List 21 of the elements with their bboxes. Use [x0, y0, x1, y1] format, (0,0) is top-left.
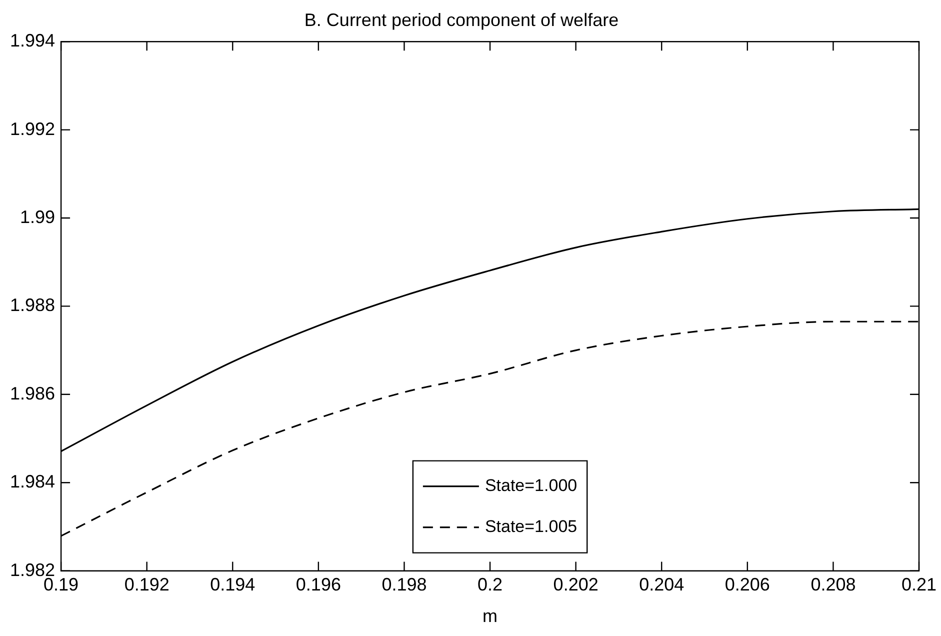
y-tick-label: 1.99	[20, 206, 56, 227]
legend-label: State=1.000	[484, 476, 578, 495]
x-axis-title: m	[482, 606, 498, 626]
y-tick-label: 1.994	[10, 30, 56, 51]
y-tick-label: 1.986	[10, 383, 56, 404]
x-tick-label: 0.208	[810, 574, 856, 595]
x-tick-label: 0.196	[296, 574, 341, 595]
legend-label: State=1.005	[484, 516, 578, 536]
x-tick-label: 0.206	[724, 574, 770, 595]
x-tick-label: 0.21	[901, 574, 937, 595]
x-tick-label: 0.202	[553, 574, 598, 595]
x-tick-label: 0.192	[124, 574, 170, 595]
x-tick-label: 0.198	[382, 574, 427, 595]
x-tick-label: 0.194	[210, 574, 256, 595]
y-tick-label: 1.992	[10, 118, 56, 139]
y-tick-label: 1.988	[10, 295, 56, 316]
x-tick-label: 0.204	[639, 574, 684, 595]
y-tick-label: 1.984	[10, 472, 56, 492]
chart-title: B. Current period component of welfare	[304, 10, 619, 30]
x-tick-label: 0.19	[44, 574, 79, 595]
x-tick-label: 0.2	[478, 574, 503, 595]
